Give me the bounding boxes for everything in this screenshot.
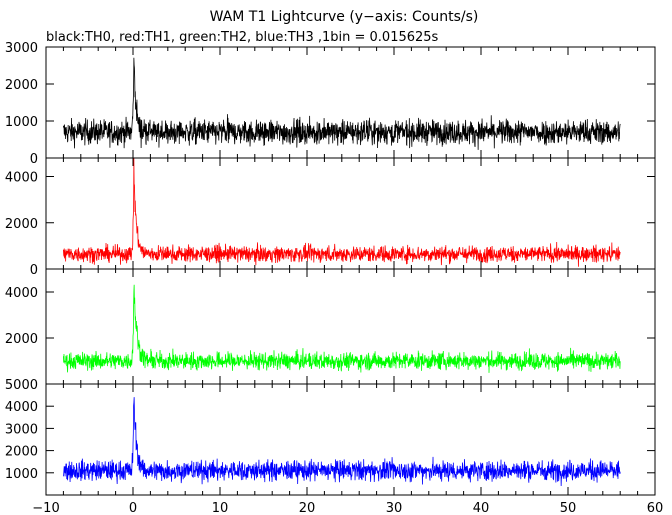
- panels: 0 1000 2000 3000 0 2000 4000 2000 4000 1000 2000 30…: [5, 41, 663, 515]
- y-tick-label: 5000: [5, 378, 38, 393]
- x-tick-label: 20: [299, 501, 316, 515]
- y-tick-label: 1000: [5, 467, 38, 482]
- y-tick-label: 4000: [5, 286, 38, 301]
- series-line-TH3: [63, 397, 621, 487]
- x-tick-label: 0: [129, 501, 137, 515]
- chart-title: WAM T1 Lightcurve (y−axis: Counts/s): [210, 9, 479, 25]
- y-tick-label: 2000: [5, 217, 38, 232]
- y-tick-label: 4000: [5, 171, 38, 186]
- chart-subtitle: black:TH0, red:TH1, green:TH2, blue:TH3 …: [46, 30, 439, 45]
- series-line-TH2: [63, 284, 621, 373]
- x-tick-label: −10: [32, 501, 59, 515]
- y-tick-label: 2000: [5, 445, 38, 460]
- panel-TH3: 1000 2000 3000 4000 5000 −10 0 10 20 30 40 50 60: [5, 378, 663, 515]
- x-tick-label: 50: [560, 501, 577, 515]
- series-line-TH0: [63, 57, 621, 150]
- series-line-TH1: [63, 158, 621, 267]
- x-tick-label: 10: [212, 501, 229, 515]
- y-tick-label: 4000: [5, 400, 38, 415]
- x-tick-label: 60: [647, 501, 664, 515]
- y-tick-label: 0: [30, 152, 38, 167]
- y-tick-label: 2000: [5, 78, 38, 93]
- y-tick-label: 0: [30, 263, 38, 278]
- y-tick-label: 2000: [5, 332, 38, 347]
- panel-TH1: 0 2000 4000: [5, 157, 656, 278]
- panel-frame: [45, 383, 656, 496]
- x-tick-label: 30: [386, 501, 403, 515]
- panel-TH2: 2000 4000: [5, 268, 656, 385]
- y-tick-label: 1000: [5, 115, 38, 130]
- panel-TH0: 0 1000 2000 3000: [5, 41, 656, 167]
- y-tick-label: 3000: [5, 422, 38, 437]
- y-tick-label: 3000: [5, 41, 38, 56]
- x-tick-label: 40: [473, 501, 490, 515]
